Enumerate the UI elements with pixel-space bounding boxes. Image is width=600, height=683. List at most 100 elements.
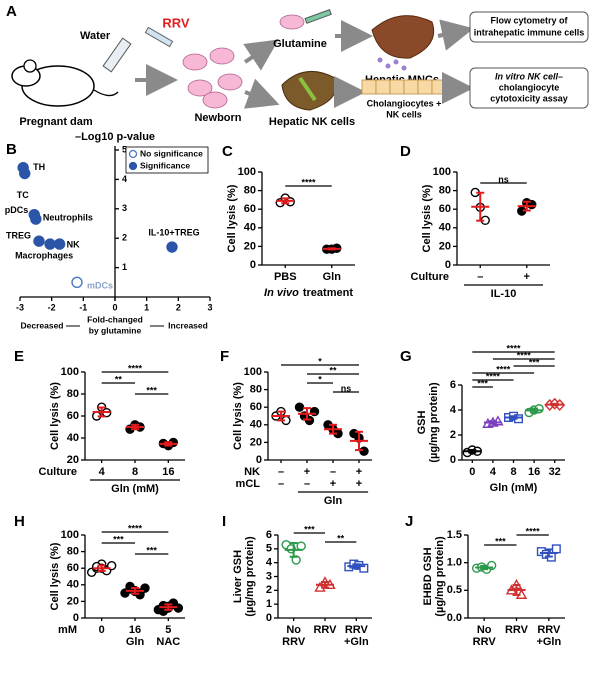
row-name: mCL — [236, 478, 261, 490]
sig-label: **** — [526, 526, 541, 536]
y-tick-label: 2 — [450, 429, 456, 441]
x-tick-label: No — [477, 624, 492, 636]
assay-text: cholangiocyte — [499, 82, 560, 92]
sig-label: *** — [146, 545, 157, 555]
y-tick-label: 0 — [445, 259, 451, 271]
data-point — [551, 544, 561, 554]
y-tick-label: 20 — [439, 240, 451, 252]
dam-label: Pregnant dam — [19, 116, 93, 128]
group-label: Gln (mM) — [111, 483, 159, 495]
y-axis-title: GSH — [416, 411, 428, 435]
y-tick-label: 4 — [266, 557, 273, 569]
sig-label: **** — [496, 364, 511, 374]
y-tick-label: 4 — [122, 174, 127, 184]
newborn-label: Newborn — [194, 112, 241, 124]
cocult-text: NK cells — [386, 109, 422, 119]
sig-label: ** — [115, 374, 123, 384]
assay-box — [469, 67, 589, 109]
y-axis-title: (µg/mg protein) — [434, 536, 446, 617]
x-tick-label: RRV — [537, 624, 561, 636]
x-tick-label: RRV — [345, 624, 369, 636]
flow-box — [469, 11, 589, 43]
y-tick-label: 100 — [244, 366, 262, 378]
y-tick-label: 2 — [122, 233, 127, 243]
cholangiocytes — [361, 79, 447, 95]
y-tick-label: 0 — [266, 612, 272, 624]
data-point — [30, 213, 42, 225]
y-tick-label: 20 — [250, 436, 262, 448]
legend-marker — [128, 149, 138, 159]
y-tick-label: 1 — [122, 262, 127, 272]
x-tick-label: + — [304, 466, 310, 478]
sig-label: *** — [146, 385, 157, 395]
y-tick-label: 40 — [67, 432, 79, 444]
glutamine-label: Glutamine — [273, 38, 327, 50]
sig-label: **** — [486, 371, 501, 381]
x-tick-label: NAC — [156, 636, 180, 648]
y-axis-title: Cell lysis (%) — [421, 184, 433, 252]
x-tick-label: – — [278, 466, 284, 478]
legend-box — [125, 146, 209, 174]
y-axis-title: Liver GSH — [232, 550, 244, 603]
x-axis-title: Gln (mM) — [490, 482, 538, 494]
y-tick-label: 40 — [244, 222, 256, 234]
panel-letter: C — [222, 143, 233, 160]
x-tick-label: 32 — [549, 466, 561, 478]
mouse-tail — [93, 89, 119, 97]
x-tick-label: RRV — [313, 624, 337, 636]
x-axis-title: by glutamine — [89, 325, 142, 335]
sig-label: **** — [128, 523, 143, 533]
panel-letter: I — [222, 513, 226, 530]
y-tick-label: 20 — [67, 454, 79, 466]
panel-letter: B — [6, 141, 17, 158]
x-tick-label: -1 — [79, 302, 87, 312]
water-label: Water — [80, 30, 111, 42]
bottle — [102, 37, 132, 73]
x-axis-title-italic: In vivo — [264, 287, 299, 299]
y-axis-title: Cell lysis (%) — [232, 382, 244, 450]
data-point — [296, 541, 306, 551]
data-point — [71, 276, 83, 288]
sig-label: **** — [301, 177, 316, 187]
y-tick-label: 0.5 — [447, 584, 462, 596]
x-tick-label: 8 — [132, 466, 138, 478]
panel-letter: E — [14, 348, 24, 365]
y-tick-label: 1.5 — [447, 529, 462, 541]
sig-label: **** — [128, 363, 143, 373]
row-name: NK — [244, 466, 260, 478]
point-label: TC — [17, 190, 29, 200]
y-tick-label: 40 — [439, 222, 451, 234]
y-tick-label: 6 — [266, 529, 272, 541]
y-tick-label: 80 — [67, 546, 79, 558]
x-tick-label: 1 — [144, 302, 149, 312]
cocult-text: Cholangiocytes + — [367, 98, 442, 108]
sig-label: *** — [495, 536, 506, 546]
syringe — [144, 26, 174, 48]
x-tick-label: 4 — [490, 466, 497, 478]
point-label: Macrophages — [15, 250, 73, 260]
y-tick-label: 80 — [67, 388, 79, 400]
sig-label: *** — [304, 524, 315, 534]
legend-marker — [128, 161, 138, 171]
y-tick-label: 4 — [450, 404, 457, 416]
x-tick-label: – — [330, 466, 336, 478]
point-label: Neutrophils — [43, 212, 93, 222]
x-tick-label: 0 — [99, 624, 105, 636]
y-tick-label: 0 — [256, 454, 262, 466]
x-axis-side: Increased — [168, 320, 208, 330]
x-tick-label: +Gln — [344, 636, 369, 648]
y-tick-label: 2 — [266, 584, 272, 596]
y-tick-label: 5 — [122, 144, 127, 154]
x-tick-label: 5 — [165, 624, 171, 636]
x-tick-label: 3 — [207, 302, 212, 312]
sig-label: **** — [517, 350, 532, 360]
y-tick-label: 6 — [450, 379, 456, 391]
y-tick-label: 5 — [266, 543, 272, 555]
x-tick-label: 16 — [129, 624, 141, 636]
y-tick-label: 80 — [244, 185, 256, 197]
syringe — [304, 9, 332, 24]
y-axis-title: Cell lysis (%) — [226, 184, 238, 252]
nk-cells — [298, 76, 317, 102]
row-name: Culture — [39, 466, 78, 478]
y-tick-label: 0.0 — [447, 612, 462, 624]
